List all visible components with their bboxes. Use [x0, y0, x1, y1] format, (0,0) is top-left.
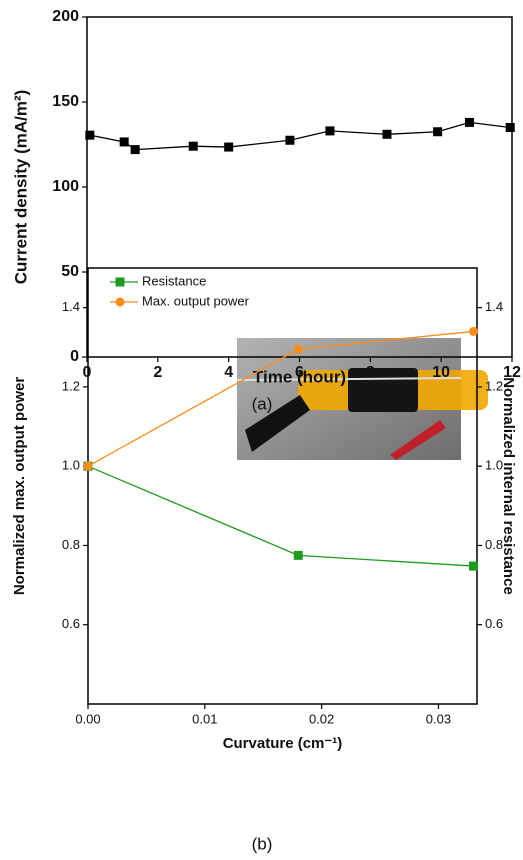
marker: [83, 461, 93, 471]
caption: (a): [252, 394, 273, 413]
marker: [465, 117, 474, 127]
marker: [85, 130, 95, 140]
y-axis-label: Current density (mA/m²): [11, 90, 30, 285]
y-axis-label: Normalized max. output power: [11, 377, 28, 596]
y2-tick-label: 0.6: [485, 616, 503, 631]
x-tick-label: 0.01: [192, 711, 217, 726]
y2-tick-label: 0.8: [485, 537, 503, 552]
y-tick-label: 1.4: [62, 299, 80, 314]
caption: (b): [252, 834, 273, 853]
inset-photo: [236, 338, 488, 460]
marker: [119, 137, 129, 147]
marker: [325, 126, 335, 136]
chart: 0 2 4 6 8 10 12 0 50 100 150 200 Time (hour) Current …: [11, 8, 521, 413]
plot-frame: [87, 267, 478, 705]
marker: [468, 561, 478, 571]
y-tick-label: 100: [52, 178, 79, 195]
x-tick-label: 6: [295, 364, 304, 381]
data-line: [87, 465, 474, 567]
marker: [224, 142, 234, 152]
y2-axis-label: Normalized internal resistance: [500, 377, 517, 595]
y2-tick-label: 1.2: [485, 378, 503, 393]
marker: [468, 326, 478, 336]
legend-label: Resistance: [142, 273, 206, 288]
chart: 0.00 0.01 0.02 0.03 0.6 0.8 1.0 1.2 1.4 0.6 0.8 1.0…: [11, 267, 517, 853]
y-tick-label: 1.0: [62, 458, 80, 473]
x-axis-label: Curvature (cm⁻¹): [223, 735, 343, 752]
y2-tick-label: 1.0: [485, 458, 503, 473]
x-tick-label: 10: [432, 364, 450, 381]
x-tick-label: 4: [224, 364, 233, 381]
marker: [433, 127, 443, 137]
y-tick-label: 150: [52, 93, 79, 110]
y-tick-label: 1.2: [62, 378, 80, 393]
x-axis-label: Time (hour): [253, 367, 346, 386]
x-tick-label: 8: [366, 364, 375, 381]
data-line: [89, 121, 511, 151]
x-tick-label: 12: [503, 364, 521, 381]
marker: [505, 123, 515, 132]
y2-tick-label: 1.4: [485, 299, 503, 314]
y-tick-label: 50: [61, 263, 79, 280]
legend-marker: [115, 297, 125, 307]
x-tick-label: 0.02: [309, 711, 334, 726]
y-tick-label: 0: [70, 348, 79, 365]
x-tick-label: 0: [83, 364, 92, 381]
x-tick-label: 2: [153, 364, 162, 381]
legend-label: Max. output power: [142, 293, 250, 308]
x-tick-label: 0.00: [75, 711, 100, 726]
x-tick-label: 0.03: [426, 711, 451, 726]
y-tick-label: 0.6: [62, 616, 80, 631]
marker: [285, 135, 295, 145]
legend-marker: [115, 277, 125, 287]
marker: [293, 344, 303, 354]
y-tick-label: 200: [52, 8, 79, 25]
marker: [130, 145, 140, 155]
marker: [382, 129, 392, 139]
y-tick-label: 0.8: [62, 537, 80, 552]
marker: [293, 550, 303, 560]
marker: [188, 141, 198, 151]
